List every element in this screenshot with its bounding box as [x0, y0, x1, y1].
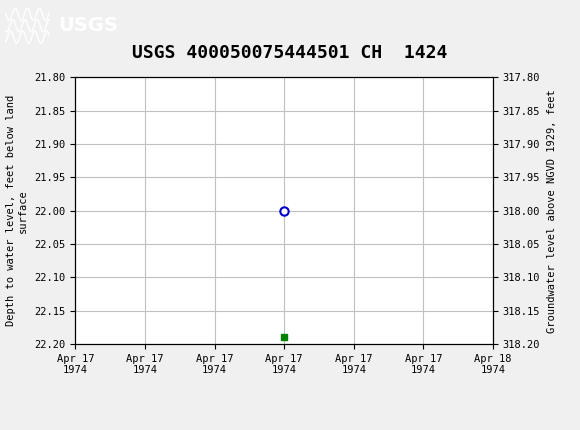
Text: USGS: USGS — [58, 16, 118, 35]
Y-axis label: Depth to water level, feet below land
surface: Depth to water level, feet below land su… — [6, 95, 27, 326]
Text: USGS 400050075444501 CH  1424: USGS 400050075444501 CH 1424 — [132, 44, 448, 62]
Y-axis label: Groundwater level above NGVD 1929, feet: Groundwater level above NGVD 1929, feet — [547, 89, 557, 332]
